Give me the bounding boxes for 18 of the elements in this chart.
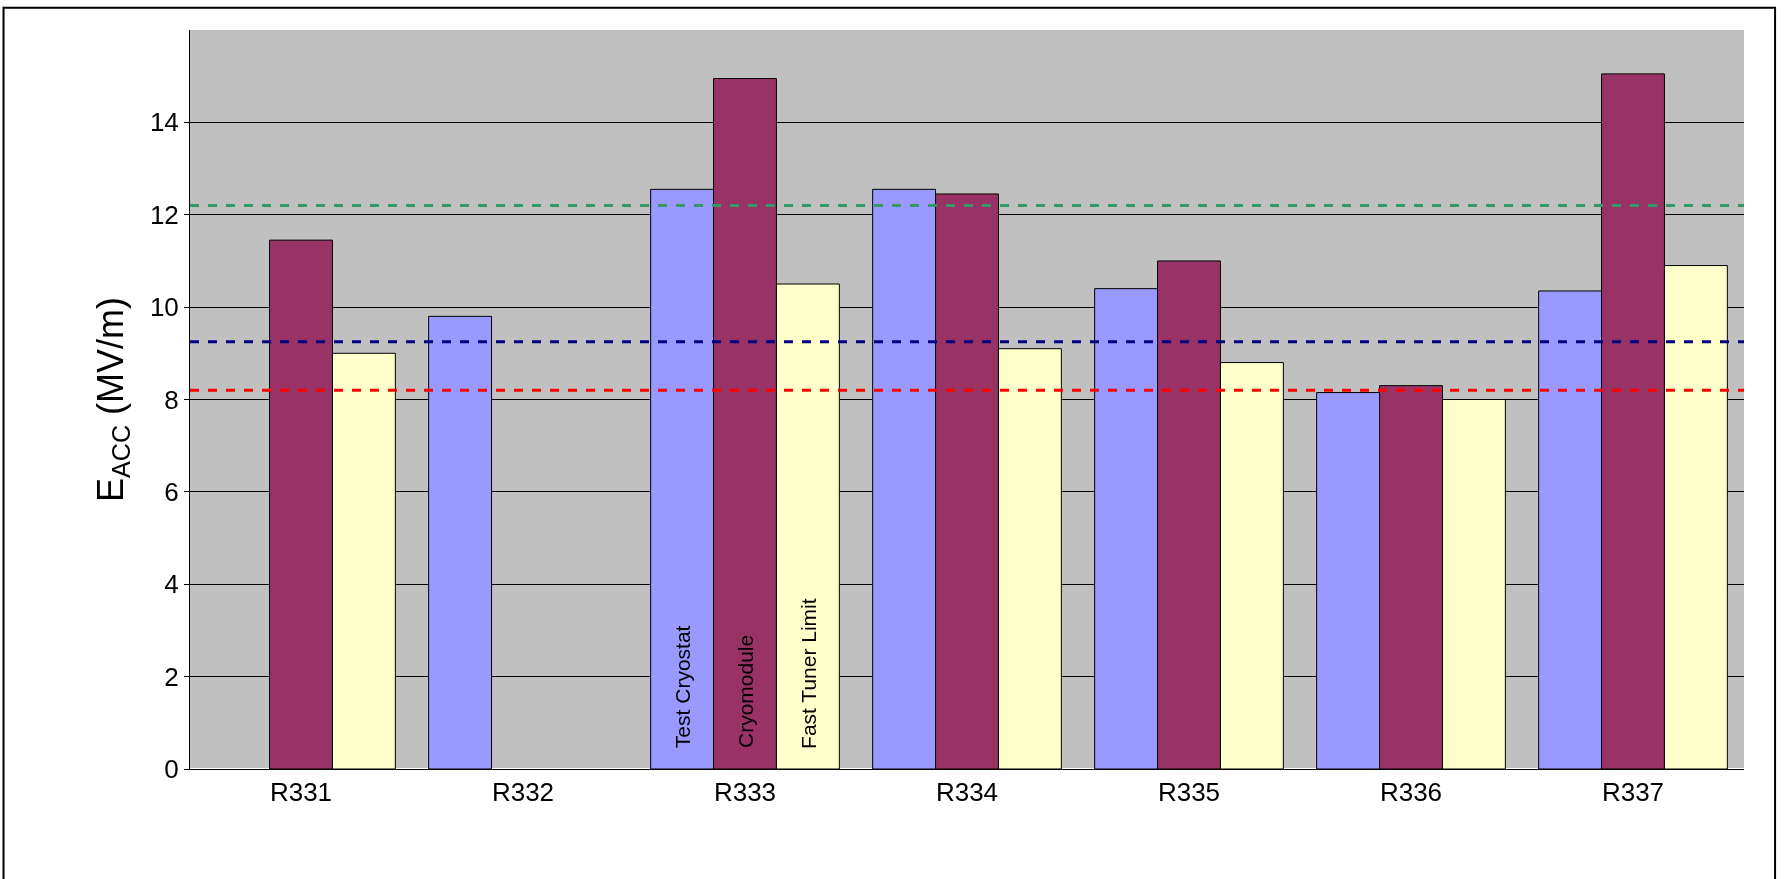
- series-label: Fast Tuner Limit: [796, 598, 820, 749]
- x-tick-label: R333: [713, 777, 777, 808]
- y-tick-label: 2: [164, 661, 179, 692]
- y-tick-label: 8: [164, 384, 179, 415]
- y-tick-label: 14: [149, 107, 179, 138]
- y-tick-label: 12: [149, 199, 179, 230]
- y-tick-label: 4: [164, 569, 179, 600]
- y-tick-label: 0: [164, 754, 179, 785]
- x-tick-label: R332: [491, 777, 555, 808]
- y-tick-label: 6: [164, 476, 179, 507]
- x-tick-label: R331: [269, 777, 333, 808]
- x-tick-label: R335: [1157, 777, 1221, 808]
- x-tick-label: R336: [1379, 777, 1443, 808]
- x-tick-label: R334: [935, 777, 999, 808]
- x-tick-label: R337: [1601, 777, 1665, 808]
- series-label: Cryomodule: [733, 634, 757, 749]
- y-tick-label: 10: [149, 292, 179, 323]
- series-label: Test Cryostat: [671, 625, 695, 749]
